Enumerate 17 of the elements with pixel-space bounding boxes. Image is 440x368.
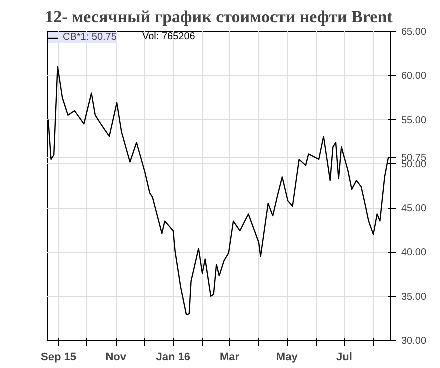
legend-label: CB*1: 50.75 bbox=[63, 32, 117, 43]
annotation: Vol: 765206 bbox=[142, 32, 196, 42]
y-tick-label: 35.00 bbox=[402, 292, 427, 303]
x-tick-label: May bbox=[276, 352, 299, 364]
y-tick-label: 30.00 bbox=[402, 336, 427, 347]
x-tick-label: Nov bbox=[106, 352, 128, 364]
y-tick-label: 60.00 bbox=[402, 71, 427, 82]
y-tick-label: 55.00 bbox=[402, 115, 427, 126]
x-tick-label: Jul bbox=[336, 352, 352, 364]
x-tick-label: Sep 15 bbox=[41, 352, 77, 364]
y-tick-label: 45.00 bbox=[402, 204, 427, 215]
x-tick-label: Mar bbox=[220, 352, 240, 364]
x-tick-label: Jan 16 bbox=[156, 352, 191, 364]
y-tick-label: 50.00 bbox=[402, 159, 427, 170]
y-tick-label: 40.00 bbox=[402, 248, 427, 259]
chart-title: 12- месячный график стоимости нефти Brent bbox=[45, 8, 394, 26]
y-tick-label: 65.00 bbox=[402, 27, 427, 38]
